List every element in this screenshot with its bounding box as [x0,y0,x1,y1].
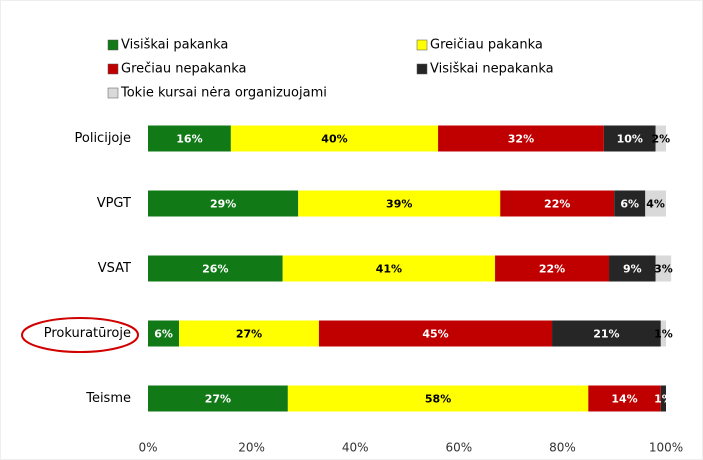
legend-label: Visiškai pakanka [121,38,228,53]
bar-segment [660,385,666,412]
highlight-ellipse [21,317,139,353]
data-label: 16% [176,133,202,146]
data-label: 1% [654,393,673,406]
legend-label: Greičiau pakanka [430,38,543,53]
bar-segment [148,190,299,217]
data-label: 22% [539,263,565,276]
data-label: 29% [210,198,236,211]
x-tick-label: 80% [549,441,576,455]
bar-segment [438,125,604,152]
legend-swatch [416,63,428,75]
category-label: Prokuratūroje [44,326,131,341]
x-tick-label: 60% [445,441,472,455]
data-label: 58% [425,393,451,406]
data-label: 6% [154,328,173,341]
data-label: 40% [321,133,347,146]
data-label: 1% [654,328,673,341]
bar-segment [655,255,672,282]
bar-segment [614,190,646,217]
category-label: Teisme [85,391,131,406]
data-label: 45% [422,328,448,341]
x-tick-label: 100% [649,441,683,455]
x-tick-label: 20% [238,441,265,455]
category-label: VPGT [97,196,131,211]
bar-segment [603,125,656,152]
bar-segment [298,190,501,217]
data-label: 32% [508,133,534,146]
bar-segment [495,255,610,282]
bar-segment [287,385,589,412]
bar-segment [655,125,666,152]
legend-label: Grečiau nepakanka [121,62,246,77]
bar-segment [148,320,180,347]
bar-segment [645,190,666,217]
data-label: 14% [611,393,637,406]
bar-segment [500,190,615,217]
bar-segment [660,320,666,347]
legend-swatch [107,87,119,99]
data-label: 4% [646,198,665,211]
bar-segment [318,320,553,347]
legend-label: Visiškai nepakanka [430,62,554,77]
bar-segment [148,125,231,152]
data-label: 6% [620,198,639,211]
bar-segment [552,320,661,347]
bar-segment [230,125,439,152]
data-label: 2% [651,133,670,146]
category-label: VSAT [98,261,131,276]
category-label: Policijoje [75,131,132,146]
data-label: 26% [202,263,228,276]
legend-swatch [416,39,428,51]
bar-segment [609,255,656,282]
data-label: 27% [236,328,262,341]
x-tick-label: 40% [342,441,369,455]
data-label: 10% [617,133,643,146]
x-tick-label: 0% [138,441,157,455]
data-label: 22% [544,198,570,211]
bar-segment [588,385,661,412]
data-label: 41% [376,263,402,276]
bar-segment [148,255,283,282]
legend-swatch [107,39,119,51]
data-label: 9% [623,263,642,276]
legend-swatch [107,63,119,75]
data-label: 3% [654,263,673,276]
bar-segment [179,320,319,347]
bar-segment [282,255,496,282]
legend-label: Tokie kursai nėra organizuojami [120,86,327,101]
data-label: 21% [593,328,619,341]
data-label: 39% [386,198,412,211]
bar-segment [148,385,288,412]
data-label: 27% [205,393,231,406]
